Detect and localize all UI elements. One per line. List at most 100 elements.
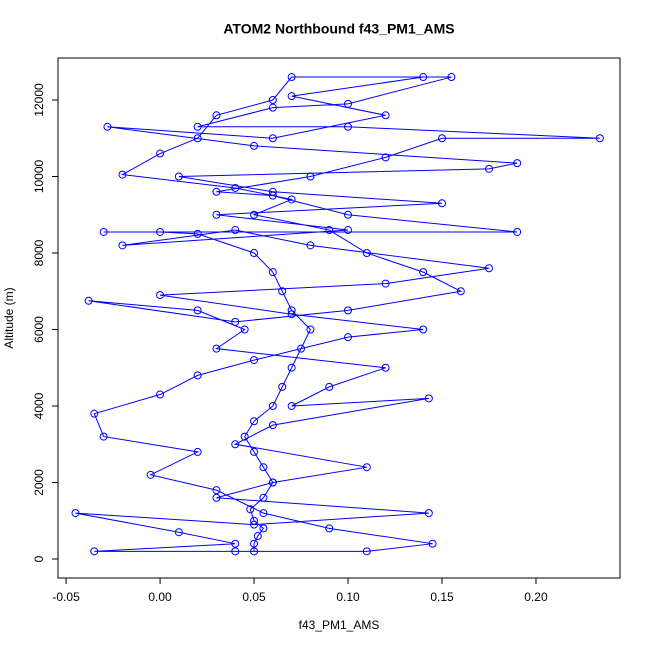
data-point — [419, 268, 428, 277]
data-point — [287, 363, 296, 372]
data-point — [193, 447, 202, 456]
y-tick-label: 8000 — [32, 239, 46, 266]
data-point — [156, 291, 165, 300]
data-point — [344, 210, 353, 219]
x-tick-label: -0.05 — [52, 590, 80, 604]
data-point — [325, 382, 334, 391]
data-point — [278, 287, 287, 296]
data-point — [174, 528, 183, 537]
data-point — [71, 509, 80, 518]
y-tick-label: 2000 — [32, 469, 46, 496]
data-point — [456, 287, 465, 296]
data-line — [75, 76, 600, 552]
data-point — [259, 524, 268, 533]
data-point — [193, 122, 202, 131]
data-point — [381, 153, 390, 162]
data-point — [362, 463, 371, 472]
data-point — [250, 210, 259, 219]
data-point — [99, 227, 108, 236]
data-point — [325, 226, 334, 235]
data-point — [344, 306, 353, 315]
data-point — [231, 539, 240, 548]
data-point — [362, 547, 371, 556]
data-point — [240, 432, 249, 441]
data-point — [381, 111, 390, 120]
x-axis-label: f43_PM1_AMS — [299, 618, 380, 632]
data-point — [193, 371, 202, 380]
data-point — [156, 227, 165, 236]
data-point — [90, 547, 99, 556]
data-point — [253, 532, 262, 541]
data-point — [381, 363, 390, 372]
data-point — [484, 164, 493, 173]
data-point — [419, 325, 428, 334]
data-point — [268, 421, 277, 430]
data-point — [259, 509, 268, 518]
data-point — [174, 172, 183, 181]
data-point — [212, 493, 221, 502]
data-point — [268, 187, 277, 196]
data-point — [103, 122, 112, 131]
data-point — [297, 344, 306, 353]
data-point — [484, 264, 493, 273]
data-point — [84, 296, 93, 305]
data-point — [250, 516, 259, 525]
data-point — [231, 183, 240, 192]
data-point — [118, 170, 127, 179]
data-point — [246, 505, 255, 514]
data-point — [231, 547, 240, 556]
data-point — [268, 103, 277, 112]
data-point — [268, 478, 277, 487]
chart-title: ATOM2 Northbound f43_PM1_AMS — [223, 21, 454, 37]
data-point — [287, 92, 296, 101]
data-point — [428, 539, 437, 548]
data-point — [250, 248, 259, 257]
data-point — [156, 390, 165, 399]
data-point — [240, 325, 249, 334]
data-point — [193, 229, 202, 238]
data-point — [268, 134, 277, 143]
x-tick-label: 0.10 — [336, 590, 360, 604]
data-point — [259, 463, 268, 472]
data-point — [344, 99, 353, 108]
data-point — [250, 547, 259, 556]
data-point — [250, 141, 259, 150]
data-point — [419, 73, 428, 82]
data-point — [381, 279, 390, 288]
data-point — [278, 382, 287, 391]
data-point — [231, 226, 240, 235]
data-point — [268, 268, 277, 277]
data-point — [268, 95, 277, 104]
data-point — [193, 134, 202, 143]
data-point — [344, 226, 353, 235]
data-point — [212, 111, 221, 120]
data-point — [212, 187, 221, 196]
data-point — [212, 486, 221, 495]
data-point — [250, 417, 259, 426]
data-point — [438, 199, 447, 208]
data-point — [250, 520, 259, 529]
data-point — [118, 241, 127, 250]
data-point — [447, 73, 456, 82]
data-point — [287, 306, 296, 315]
y-tick-label: 12000 — [32, 83, 46, 117]
data-point — [287, 195, 296, 204]
data-point — [268, 401, 277, 410]
data-point — [287, 310, 296, 319]
data-point — [250, 356, 259, 365]
data-point — [344, 333, 353, 342]
data-point — [156, 149, 165, 158]
data-point — [231, 440, 240, 449]
data-point — [268, 191, 277, 200]
data-point — [306, 325, 315, 334]
data-point — [287, 73, 296, 82]
data-point — [424, 394, 433, 403]
data-point — [513, 227, 522, 236]
data-point — [231, 317, 240, 326]
data-point — [259, 493, 268, 502]
data-point — [306, 241, 315, 250]
data-point — [90, 409, 99, 418]
data-point — [438, 134, 447, 143]
